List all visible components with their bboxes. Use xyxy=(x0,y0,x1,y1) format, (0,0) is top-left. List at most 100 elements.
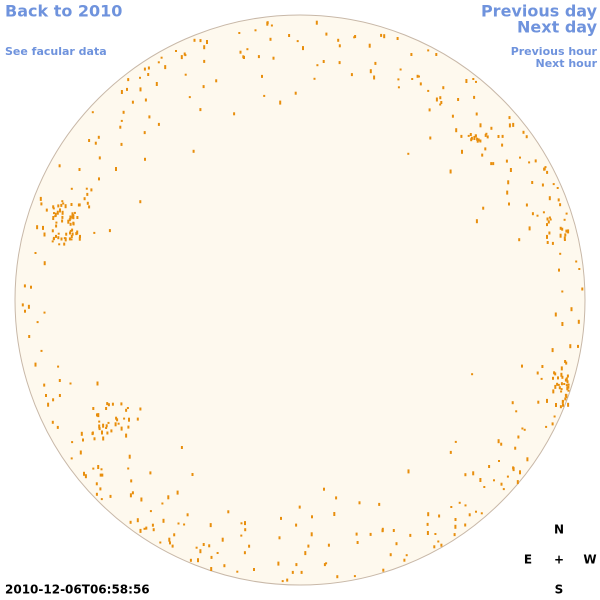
facula xyxy=(435,53,438,56)
facula xyxy=(131,100,134,104)
facula xyxy=(566,374,569,378)
facula xyxy=(51,240,54,243)
facula xyxy=(280,516,282,520)
next-hour-link[interactable]: Next hour xyxy=(536,57,598,70)
facula xyxy=(554,384,557,389)
facula xyxy=(203,59,206,63)
facula xyxy=(518,238,521,242)
facula xyxy=(236,570,239,573)
facula xyxy=(143,67,146,71)
facula xyxy=(382,568,385,572)
facula xyxy=(183,523,186,526)
facula xyxy=(368,43,371,48)
facula xyxy=(175,50,177,52)
facula xyxy=(242,55,245,59)
facula xyxy=(161,502,164,505)
facula xyxy=(509,168,512,172)
facula xyxy=(464,504,467,507)
facula xyxy=(80,431,83,436)
facula xyxy=(419,82,422,86)
facula xyxy=(67,219,70,224)
facula xyxy=(157,61,160,64)
compass-east: E xyxy=(524,553,532,567)
facula xyxy=(71,215,74,219)
facula xyxy=(560,366,563,371)
facula xyxy=(55,224,58,228)
facula xyxy=(39,196,42,201)
facula xyxy=(353,575,356,578)
facula xyxy=(199,549,202,554)
facula xyxy=(540,377,543,380)
facula xyxy=(526,457,529,462)
facula xyxy=(191,473,194,476)
facula xyxy=(58,394,61,397)
facula xyxy=(270,24,273,27)
back-link[interactable]: Back to 2010 xyxy=(5,2,122,21)
previous-hour-link[interactable]: Previous hour xyxy=(511,45,598,58)
facula xyxy=(125,433,128,438)
facula xyxy=(281,580,284,583)
facula xyxy=(68,237,71,241)
compass-west: W xyxy=(583,553,596,567)
next-day-link[interactable]: Next day xyxy=(517,18,598,37)
facula xyxy=(51,420,54,424)
facula xyxy=(208,544,211,548)
facula xyxy=(497,135,500,138)
facula xyxy=(269,37,272,41)
facula xyxy=(129,520,132,524)
facula xyxy=(127,78,130,82)
facula xyxy=(553,415,556,418)
facula xyxy=(55,221,58,224)
facula xyxy=(557,376,559,380)
facula xyxy=(449,169,452,174)
facula xyxy=(100,498,103,501)
facula xyxy=(193,38,196,42)
facula xyxy=(521,427,524,430)
facula xyxy=(115,416,118,420)
facula xyxy=(36,225,39,230)
facula xyxy=(69,222,72,226)
facula xyxy=(500,482,503,486)
facula xyxy=(82,438,84,442)
facula xyxy=(52,238,55,241)
facula xyxy=(556,382,559,386)
facula xyxy=(528,226,531,231)
facula xyxy=(302,46,304,51)
facula xyxy=(210,555,213,559)
facula xyxy=(565,229,568,233)
facula xyxy=(437,540,440,543)
facula xyxy=(69,215,72,220)
facula xyxy=(243,551,246,555)
facula xyxy=(95,482,98,486)
facula xyxy=(272,56,275,60)
facula xyxy=(546,241,549,244)
facula xyxy=(392,529,395,532)
facula xyxy=(101,473,104,477)
facula xyxy=(403,558,406,562)
facula xyxy=(277,561,280,566)
facula xyxy=(453,533,456,537)
facula xyxy=(512,122,515,127)
facula xyxy=(475,219,478,224)
facula xyxy=(244,528,247,532)
facular-link[interactable]: See facular data xyxy=(5,45,107,58)
facula xyxy=(475,112,478,116)
facula xyxy=(36,321,39,324)
facula xyxy=(537,400,540,404)
facula xyxy=(127,425,130,429)
facula xyxy=(139,528,142,533)
facula xyxy=(43,232,46,237)
facula xyxy=(180,446,183,449)
facula xyxy=(216,552,219,554)
facula xyxy=(562,403,564,407)
facula xyxy=(457,98,460,101)
facula xyxy=(482,206,485,210)
facula xyxy=(143,131,146,135)
facula xyxy=(502,488,505,491)
facula xyxy=(519,470,521,475)
facula xyxy=(84,474,87,479)
facula xyxy=(61,215,64,219)
previous-day-link[interactable]: Previous day xyxy=(481,2,598,21)
facula xyxy=(253,568,255,571)
facula xyxy=(164,65,167,70)
